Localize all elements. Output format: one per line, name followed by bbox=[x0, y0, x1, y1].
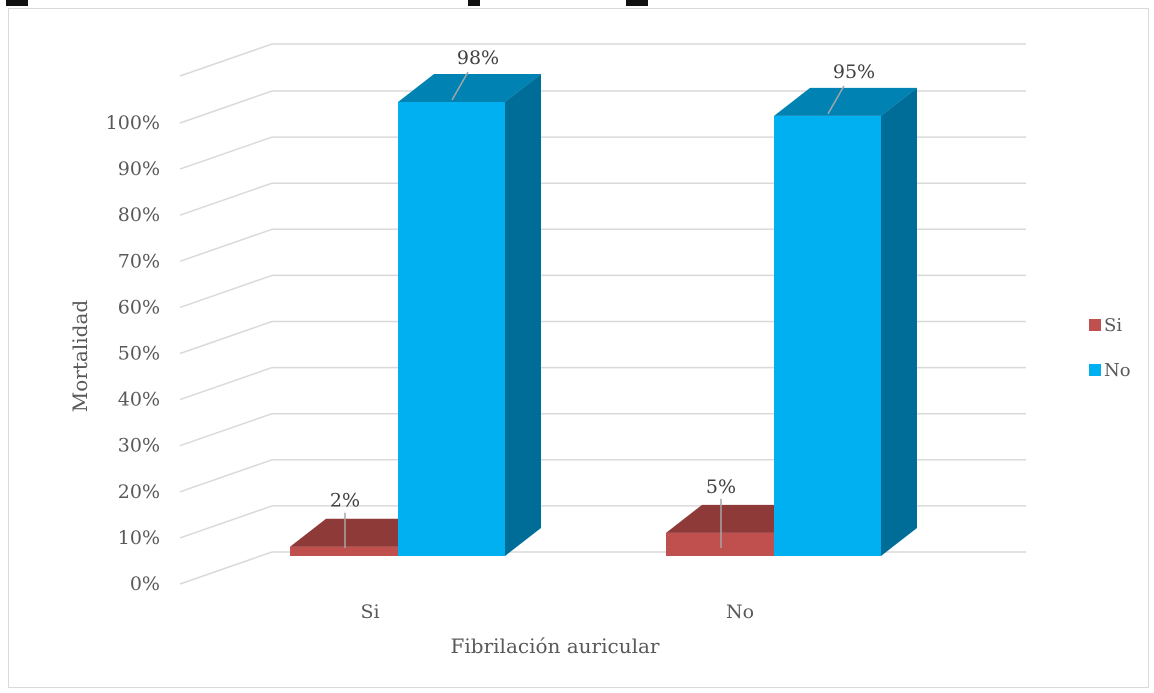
y-tick-label: 80% bbox=[118, 204, 160, 226]
x-axis-title: Fibrilación auricular bbox=[451, 634, 660, 658]
bar-side-face bbox=[505, 74, 541, 556]
data-label: 95% bbox=[833, 61, 875, 83]
y-tick-label: 10% bbox=[118, 527, 160, 549]
y-axis-title: Mortalidad bbox=[68, 300, 92, 413]
y-tick-label: 60% bbox=[118, 296, 160, 318]
y-tick-label: 90% bbox=[118, 158, 160, 180]
data-label: 2% bbox=[330, 490, 360, 512]
cropped-heading-fragment bbox=[0, 0, 1154, 10]
y-axis-ticks: 0% 10% 20% 30% 40% 50% 60% 70% 80% 90% 100% bbox=[106, 112, 160, 595]
bar-no-si bbox=[398, 102, 505, 556]
gridline-diagonal bbox=[179, 320, 273, 355]
gridline-diagonal bbox=[179, 459, 273, 493]
chart-frame bbox=[8, 8, 1149, 688]
x-tick-label: Si bbox=[360, 601, 379, 623]
bar-si-si bbox=[290, 546, 398, 556]
bar-top-face bbox=[398, 74, 541, 102]
data-label-leader bbox=[451, 71, 469, 101]
gridline-diagonal bbox=[179, 412, 273, 447]
gridline-diagonal bbox=[179, 366, 273, 401]
bar-si-no bbox=[666, 532, 774, 556]
gridline-diagonal bbox=[179, 90, 273, 124]
data-labels: 2% 98% 5% 95% bbox=[330, 47, 875, 548]
x-tick-label: No bbox=[726, 601, 754, 623]
x-axis-ticks: Si No bbox=[360, 601, 754, 623]
bar-side-face bbox=[881, 87, 917, 557]
gridline-diagonal-top bbox=[179, 43, 273, 77]
y-tick-label: 30% bbox=[118, 435, 160, 457]
gridline-diagonal bbox=[179, 505, 273, 539]
data-label-leader bbox=[827, 85, 845, 115]
gridline-diagonal bbox=[179, 136, 273, 170]
bar-top-face bbox=[774, 87, 917, 116]
gridline-diagonal bbox=[179, 228, 273, 263]
y-tick-label: 70% bbox=[118, 250, 160, 272]
legend-label-si: Si bbox=[1104, 315, 1122, 336]
gridline-diagonal bbox=[179, 551, 273, 585]
gridline-diagonal bbox=[179, 182, 273, 216]
legend-swatch-si bbox=[1089, 319, 1101, 331]
data-label: 5% bbox=[706, 476, 736, 498]
y-tick-label: 40% bbox=[118, 389, 160, 411]
y-tick-label: 0% bbox=[130, 573, 160, 595]
y-tick-label: 50% bbox=[118, 343, 160, 365]
bar-no-no bbox=[774, 115, 881, 557]
gridline-diagonal bbox=[179, 274, 273, 309]
legend: Si No bbox=[1089, 315, 1131, 381]
bars bbox=[290, 74, 917, 557]
data-label: 98% bbox=[457, 47, 499, 69]
y-tick-label: 100% bbox=[106, 112, 160, 134]
legend-swatch-no bbox=[1089, 364, 1101, 376]
y-tick-label: 20% bbox=[118, 481, 160, 503]
legend-label-no: No bbox=[1104, 360, 1131, 381]
